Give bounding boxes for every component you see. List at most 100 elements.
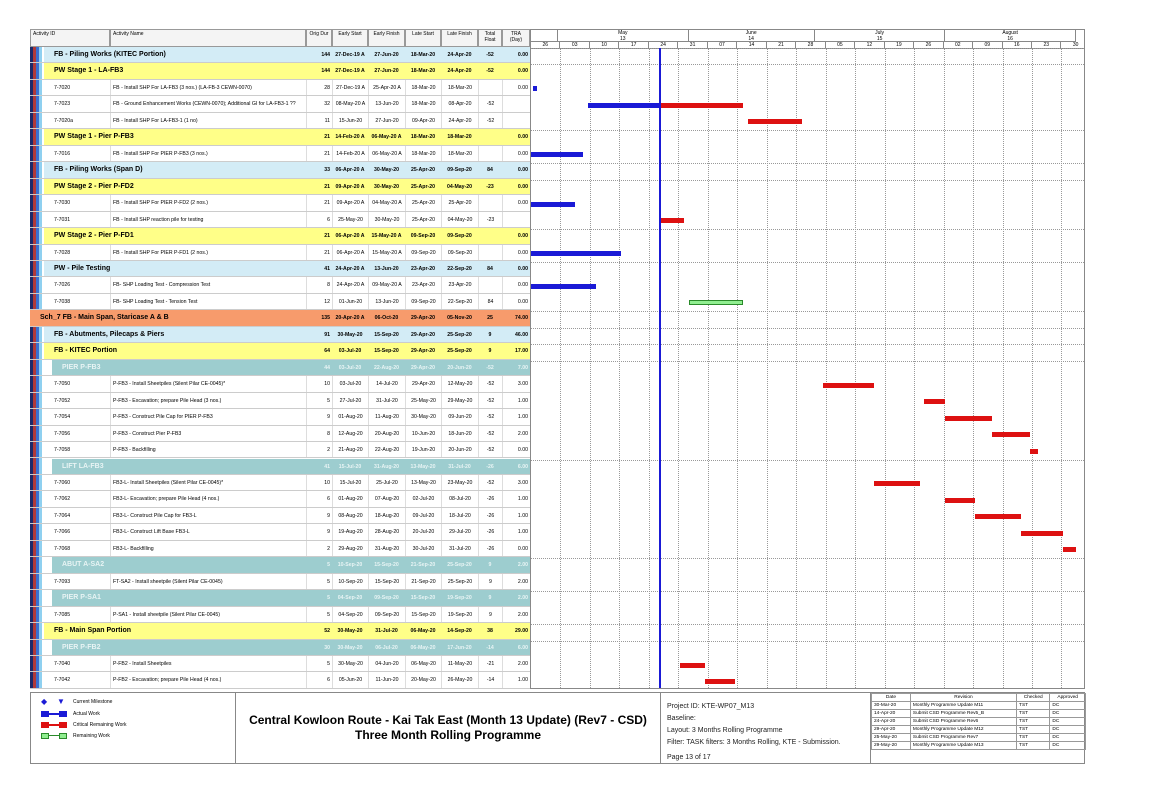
- critical-work-bar[interactable]: [659, 218, 685, 224]
- critical-work-bar[interactable]: [945, 497, 975, 503]
- row-background: [44, 228, 530, 244]
- critical-work-bar[interactable]: [974, 514, 1022, 520]
- wbs-group-row[interactable]: PIER P-FB2 30 30-May-20 06-Jul-20 06-May-20 1…: [30, 639, 530, 656]
- critical-work-bar[interactable]: [823, 382, 874, 388]
- activity-row[interactable]: 7-7038 FB- SHP Loading Test - Tension Tes…: [30, 293, 530, 311]
- total-float-cell: -21: [478, 656, 502, 672]
- late-finish-cell: 14-Sep-20: [447, 628, 472, 635]
- early-finish-cell: 04-May-20 A: [368, 195, 405, 211]
- late-start-cell: 29-Apr-20: [411, 315, 435, 322]
- col-late-finish[interactable]: Late Finish: [441, 29, 478, 47]
- activity-row[interactable]: 7-7064 FB3-L- Construct Pile Cap for FB3-…: [30, 507, 530, 525]
- col-early-start[interactable]: Early Start: [332, 29, 368, 47]
- total-float-cell: -52: [478, 442, 502, 458]
- activity-row[interactable]: 7-7058 P-FB3 - Backfilling 2 21-Aug-20 22-Au…: [30, 442, 530, 459]
- wbs-group-row[interactable]: FB - Main Span Portion 52 30-May-20 31-Jul-…: [30, 623, 530, 640]
- wbs-group-row[interactable]: ABUT A-SA2 5 10-Sep-20 15-Sep-20 21-Sep-20 25…: [30, 557, 530, 574]
- tra-cell: 6.00: [517, 463, 528, 470]
- actual-work-bar[interactable]: [531, 251, 622, 257]
- group-separator: [531, 261, 1084, 263]
- activity-name-cell: PW Stage 1 - LA-FB3: [54, 67, 124, 75]
- actual-work-bar[interactable]: [532, 86, 537, 92]
- critical-work-bar[interactable]: [945, 415, 992, 421]
- col-late-start[interactable]: Late Start: [405, 29, 441, 47]
- wbs-group-row[interactable]: PIER P-SA1 5 04-Sep-20 09-Sep-20 15-Sep-20 19…: [30, 590, 530, 607]
- activity-row[interactable]: 7-7023 FB - Ground Enhancement Works (CEW…: [30, 96, 530, 113]
- wbs-group-row[interactable]: FB - Abutments, Pilecaps & Piers 91 30-May…: [30, 326, 530, 344]
- activity-row[interactable]: 7-7062 FB3-L- Excavation; prepare Pile He…: [30, 491, 530, 508]
- revision-cell: Submit CSD Programme Rev5_B: [909, 709, 1018, 718]
- critical-work-bar[interactable]: [659, 102, 744, 108]
- wbs-group-row[interactable]: LIFT LA-FB3 41 15-Jul-20 31-Aug-20 13-May-20…: [30, 458, 530, 475]
- orig-dur-cell: 10: [306, 474, 332, 491]
- activity-row[interactable]: 7-7020a FB - Install SHP For LA-FB3-1 (1 …: [30, 112, 530, 130]
- activity-row[interactable]: 7-7085 P-SA1 - Install sheetpile (Silent …: [30, 606, 530, 624]
- actual-work-bar[interactable]: [531, 152, 584, 158]
- orig-dur-cell: 21: [306, 244, 332, 260]
- wbs-group-row[interactable]: FB - Piling Works (Span D) 33 06-Apr-20 A 3…: [30, 162, 530, 179]
- col-activity-name[interactable]: Activity Name: [110, 29, 306, 47]
- wbs-group-row[interactable]: PW Stage 2 - Pier P-FD2 21 09-Apr-20 A 30-M…: [30, 178, 530, 196]
- total-float-cell: [478, 277, 502, 293]
- revision-cell: 24-Apr-20: [871, 717, 911, 726]
- col-total-float[interactable]: Total Float: [478, 29, 502, 47]
- wbs-group-row[interactable]: FB - Piling Works (KITEC Portion) 144 27-D…: [30, 47, 530, 64]
- activity-name-cell: P-FB2 - Excavation; prepare Pile Head (4…: [110, 672, 306, 688]
- activity-row[interactable]: 7-7068 FB3-L- Backfilling 2 29-Aug-20 31-Aug…: [30, 540, 530, 558]
- wbs-group-row[interactable]: PIER P-FB3 44 03-Jul-20 22-Aug-20 29-Apr-20 2…: [30, 359, 530, 377]
- legend-remaining-work: Remaining Work: [41, 733, 110, 739]
- actual-work-bar[interactable]: [587, 102, 660, 108]
- actual-work-bar[interactable]: [531, 201, 575, 207]
- critical-work-bar[interactable]: [705, 678, 735, 684]
- activity-row[interactable]: 7-7040 P-FB2 - Install Sheetpiles 5 30-May-…: [30, 656, 530, 673]
- critical-work-bar[interactable]: [747, 119, 803, 125]
- activity-row[interactable]: 7-7093 FT-SA2 - Install sheetpile (Silent…: [30, 573, 530, 591]
- col-tra[interactable]: TRA (Day): [502, 29, 530, 47]
- col-orig-dur[interactable]: Orig Dur: [306, 29, 332, 47]
- wbs-group-row[interactable]: PW Stage 1 - LA-FB3 144 27-Dec-19 A 27-Jun-…: [30, 63, 530, 80]
- revision-row: 29-Apr-20 Monthly Programme Update M12 TST…: [871, 725, 1086, 734]
- col-activity-id[interactable]: Activity ID: [30, 29, 110, 47]
- critical-work-bar[interactable]: [680, 662, 706, 668]
- week-gridline: [737, 48, 739, 688]
- activity-row[interactable]: 7-7054 P-FB3 - Construct Pile Cap for PIE…: [30, 409, 530, 426]
- col-early-finish[interactable]: Early Finish: [368, 29, 405, 47]
- late-start-cell: 02-Jul-20: [405, 491, 441, 507]
- revision-col-header: Revision: [909, 693, 1018, 702]
- activity-row[interactable]: 7-7050 P-FB3 - Install Sheetpiles (Silent…: [30, 376, 530, 393]
- late-finish-cell: 23-May-20: [441, 474, 478, 491]
- activity-row[interactable]: 7-7028 FB - Install SHP For PIER P-FD1 (2…: [30, 244, 530, 261]
- orig-dur-cell: 21: [324, 134, 330, 141]
- activity-row[interactable]: 7-7026 FB- SHP Loading Test - Compression…: [30, 277, 530, 294]
- activity-row[interactable]: 7-7066 FB3-L- Construct Lift Base FB3-L 9 1…: [30, 524, 530, 541]
- critical-work-bar[interactable]: [1063, 547, 1076, 553]
- activity-name-cell: FB - Main Span Portion: [54, 627, 131, 635]
- activity-row[interactable]: 7-7052 P-FB3 - Excavation; prepare Pile H…: [30, 392, 530, 410]
- early-finish-cell: 07-Aug-20: [368, 491, 405, 507]
- activity-row[interactable]: 7-7056 P-FB3 - Construct Pier P-FB3 8 12-Au…: [30, 425, 530, 443]
- critical-work-bar[interactable]: [1021, 530, 1064, 536]
- wbs-group-row[interactable]: Sch_7 FB - Main Span, Staricase A & B 135…: [30, 310, 530, 327]
- activity-row[interactable]: 7-7060 FB3-L- Install Sheetpiles (Silent …: [30, 474, 530, 492]
- tra-cell: 46.00: [515, 331, 528, 338]
- late-finish-cell: 09-Sep-20: [447, 233, 472, 240]
- critical-work-bar[interactable]: [991, 432, 1030, 438]
- wbs-group-row[interactable]: PW Stage 2 - Pier P-FD1 21 06-Apr-20 A 15-M…: [30, 228, 530, 245]
- critical-work-bar[interactable]: [1029, 448, 1038, 454]
- actual-work-bar[interactable]: [531, 283, 596, 289]
- revision-cell: TST: [1016, 717, 1051, 726]
- activity-row[interactable]: 7-7031 FB - Install SHP reaction pile for…: [30, 211, 530, 229]
- activity-row[interactable]: 7-7016 FB - Install SHP For PIER P-FB3 (3…: [30, 145, 530, 163]
- activity-name-cell: PIER P-SA1: [62, 594, 101, 602]
- remaining-work-bar[interactable]: [688, 300, 744, 306]
- activity-row[interactable]: 7-7030 FB - Install SHP For PIER P-FD2 (2…: [30, 195, 530, 212]
- wbs-group-row[interactable]: FB - KITEC Portion 64 03-Jul-20 15-Sep-20 29…: [30, 343, 530, 360]
- activity-row[interactable]: 7-7042 P-FB2 - Excavation; prepare Pile H…: [30, 672, 530, 689]
- critical-work-bar[interactable]: [873, 481, 921, 487]
- late-start-cell: 25-Apr-20: [405, 195, 441, 211]
- activity-row[interactable]: 7-7020 FB - Install SHP For LA-FB3 (3 nos…: [30, 79, 530, 97]
- critical-work-bar[interactable]: [924, 399, 946, 405]
- wbs-group-row[interactable]: PW Stage 1 - Pier P-FB3 21 14-Feb-20 A 06-M…: [30, 129, 530, 146]
- group-separator: [531, 179, 1084, 181]
- wbs-group-row[interactable]: PW - Pile Testing 41 24-Apr-20 A 13-Jun-20 2…: [30, 260, 530, 278]
